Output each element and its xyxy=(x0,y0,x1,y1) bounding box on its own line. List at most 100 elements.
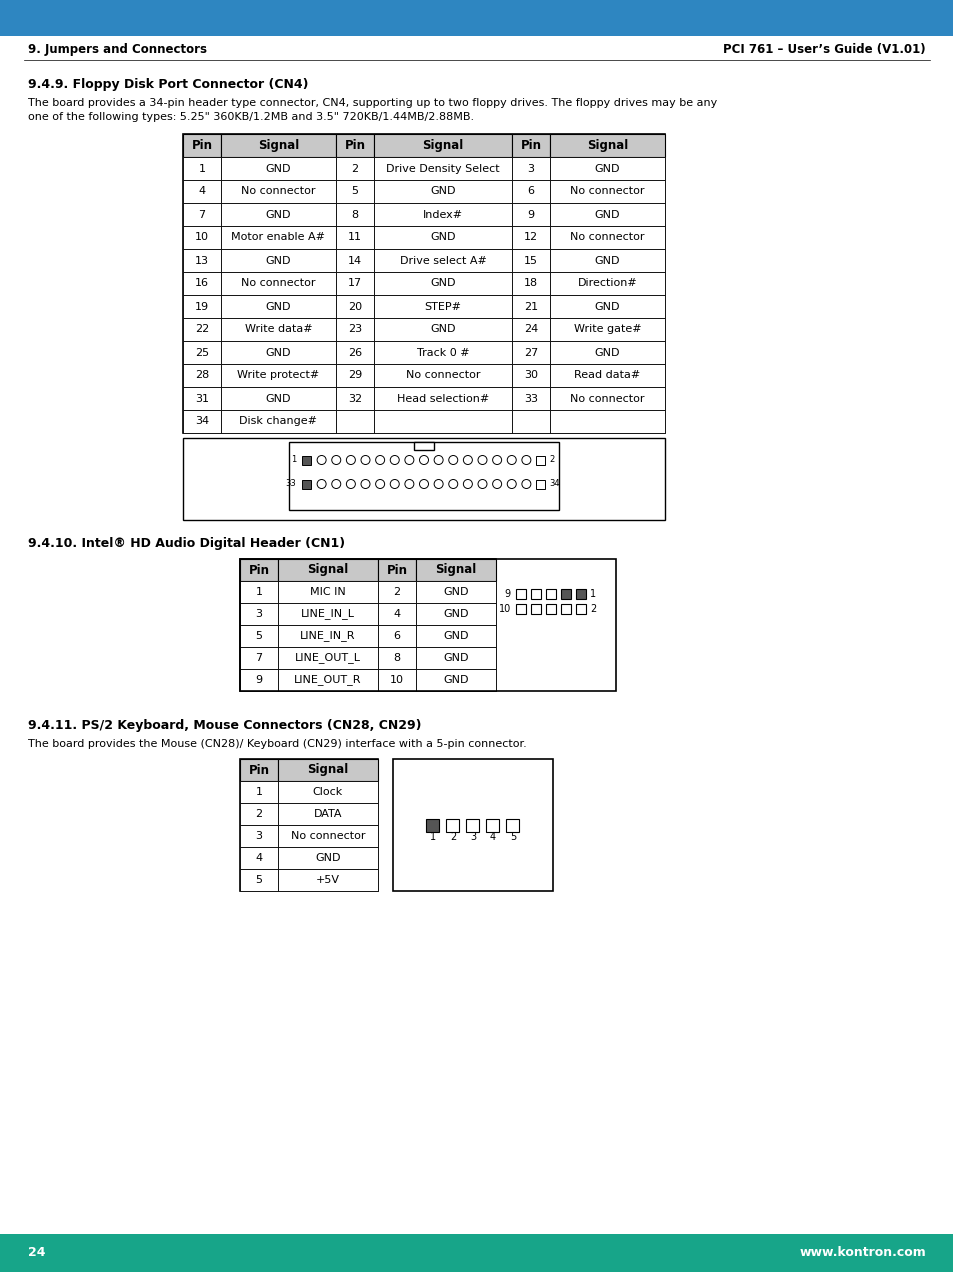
Bar xyxy=(512,249,550,272)
Circle shape xyxy=(360,480,370,488)
Text: 19: 19 xyxy=(194,301,209,312)
Text: 15: 15 xyxy=(523,256,537,266)
Bar xyxy=(277,625,377,647)
Bar xyxy=(550,364,664,387)
Bar xyxy=(377,581,416,603)
Circle shape xyxy=(492,455,501,464)
Bar xyxy=(426,818,439,832)
Text: 34: 34 xyxy=(548,480,559,488)
Text: The board provides a 34-pin header type connector, CN4, supporting up to two flo: The board provides a 34-pin header type … xyxy=(28,98,717,108)
Bar xyxy=(576,589,585,599)
Text: 16: 16 xyxy=(194,279,209,289)
Circle shape xyxy=(434,480,442,488)
Text: www.kontron.com: www.kontron.com xyxy=(799,1247,925,1259)
Text: MIC IN: MIC IN xyxy=(310,586,346,597)
Text: 9: 9 xyxy=(255,675,262,686)
Bar xyxy=(277,581,377,603)
Bar xyxy=(183,156,221,181)
Text: 8: 8 xyxy=(351,210,358,220)
Text: Signal: Signal xyxy=(307,763,348,776)
Circle shape xyxy=(477,480,486,488)
Bar xyxy=(240,869,277,890)
Text: 4: 4 xyxy=(255,854,262,862)
Bar xyxy=(335,341,374,364)
Bar xyxy=(550,226,664,249)
Text: 21: 21 xyxy=(523,301,537,312)
Bar xyxy=(560,589,571,599)
Text: GND: GND xyxy=(266,347,291,357)
Bar xyxy=(221,226,335,249)
Bar xyxy=(377,647,416,669)
Circle shape xyxy=(507,455,516,464)
Text: 18: 18 xyxy=(523,279,537,289)
Text: GND: GND xyxy=(594,256,619,266)
Bar xyxy=(374,156,512,181)
Bar xyxy=(512,272,550,295)
Text: LINE_OUT_R: LINE_OUT_R xyxy=(294,674,361,686)
Bar xyxy=(335,272,374,295)
Text: Pin: Pin xyxy=(520,139,541,151)
Text: 1: 1 xyxy=(430,832,436,842)
Bar xyxy=(512,318,550,341)
Text: STEP#: STEP# xyxy=(424,301,461,312)
Text: No connector: No connector xyxy=(570,233,644,243)
Bar xyxy=(374,249,512,272)
Text: No connector: No connector xyxy=(570,393,644,403)
Text: GND: GND xyxy=(430,279,456,289)
Text: Signal: Signal xyxy=(586,139,627,151)
Circle shape xyxy=(521,455,530,464)
Bar xyxy=(335,410,374,432)
Bar xyxy=(486,818,499,832)
Bar xyxy=(277,647,377,669)
Text: 3: 3 xyxy=(527,164,534,173)
Text: 34: 34 xyxy=(194,416,209,426)
Text: 23: 23 xyxy=(348,324,362,335)
Text: Signal: Signal xyxy=(257,139,299,151)
Text: 2: 2 xyxy=(450,832,456,842)
Bar xyxy=(550,295,664,318)
Bar xyxy=(240,558,616,691)
Bar xyxy=(335,226,374,249)
Text: No connector: No connector xyxy=(405,370,479,380)
Bar xyxy=(416,558,496,581)
Bar xyxy=(183,134,664,432)
Circle shape xyxy=(419,455,428,464)
Circle shape xyxy=(521,480,530,488)
Text: GND: GND xyxy=(314,854,340,862)
Text: 2: 2 xyxy=(255,809,262,819)
Bar xyxy=(446,818,459,832)
Text: Write data#: Write data# xyxy=(244,324,312,335)
Text: 2: 2 xyxy=(393,586,400,597)
Text: 2: 2 xyxy=(589,604,596,614)
Bar xyxy=(377,603,416,625)
Text: 11: 11 xyxy=(348,233,361,243)
Text: GND: GND xyxy=(443,631,468,641)
Bar xyxy=(377,558,416,581)
Circle shape xyxy=(346,455,355,464)
Text: 1: 1 xyxy=(255,586,262,597)
Text: Track 0 #: Track 0 # xyxy=(416,347,469,357)
Bar xyxy=(302,455,312,464)
Text: +5V: +5V xyxy=(315,875,339,885)
Text: 14: 14 xyxy=(348,256,362,266)
Bar xyxy=(545,589,556,599)
Bar xyxy=(550,387,664,410)
Text: GND: GND xyxy=(266,256,291,266)
Bar xyxy=(374,364,512,387)
Bar xyxy=(512,226,550,249)
Text: Read data#: Read data# xyxy=(574,370,640,380)
Bar xyxy=(374,318,512,341)
Bar xyxy=(240,803,277,826)
Text: GND: GND xyxy=(430,187,456,196)
Circle shape xyxy=(507,480,516,488)
Bar xyxy=(335,204,374,226)
Text: 1: 1 xyxy=(291,455,295,464)
Bar xyxy=(512,156,550,181)
Bar xyxy=(183,410,221,432)
Text: 9.4.10. Intel® HD Audio Digital Header (CN1): 9.4.10. Intel® HD Audio Digital Header (… xyxy=(28,537,345,550)
Bar xyxy=(183,249,221,272)
Text: Signal: Signal xyxy=(307,563,348,576)
Text: GND: GND xyxy=(594,301,619,312)
Bar xyxy=(240,759,277,781)
Text: 24: 24 xyxy=(28,1247,46,1259)
